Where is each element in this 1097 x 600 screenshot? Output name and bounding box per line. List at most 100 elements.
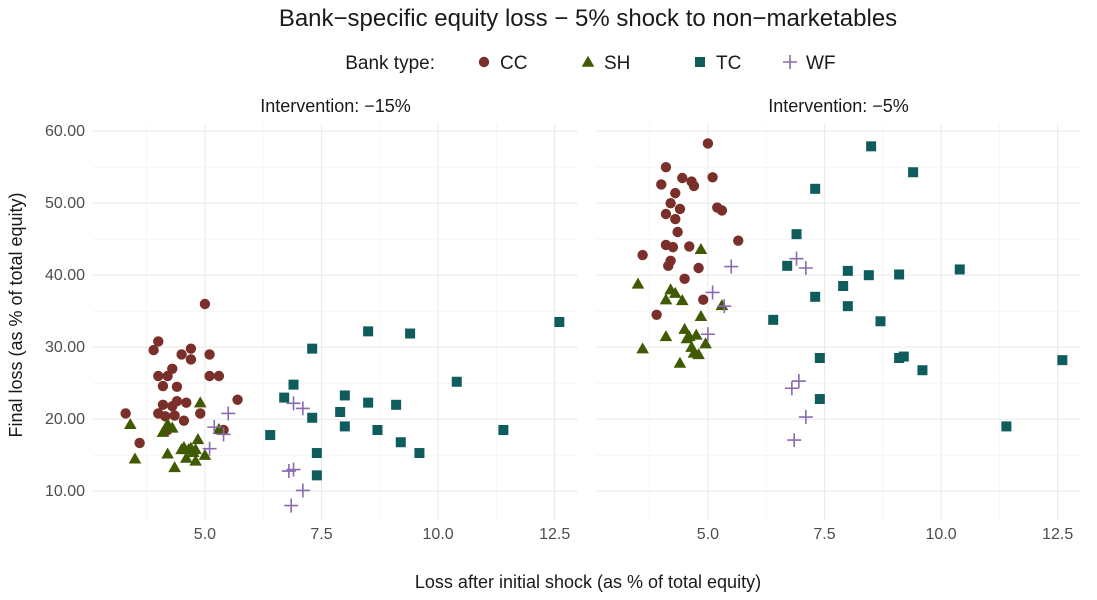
data-point-tc <box>782 260 793 271</box>
series-cc <box>120 298 243 449</box>
data-point-cc <box>660 208 672 220</box>
data-point-tc <box>451 376 462 387</box>
data-point-cc <box>134 437 145 449</box>
data-point-cc <box>181 397 192 408</box>
data-point-wf <box>286 462 301 477</box>
data-point-wf <box>798 261 813 275</box>
panels: 5.0 7.5 10.0 12.5 10.00 20.00 30.00 40.00 50.00 6… <box>45 96 1081 543</box>
x-axis-title: Loss after initial shock (as % of total … <box>415 572 761 592</box>
series-tc <box>768 141 1068 432</box>
data-point-tc <box>842 265 853 276</box>
data-point-cc <box>213 370 225 382</box>
data-point-tc <box>863 270 874 281</box>
y-tick-label: 10.00 <box>45 483 85 500</box>
data-point-sh <box>212 422 226 435</box>
data-point-cc <box>637 249 648 261</box>
data-point-cc <box>693 262 704 274</box>
data-point-cc <box>665 255 676 266</box>
data-point-tc <box>372 425 383 435</box>
data-point-tc <box>894 269 905 280</box>
legend-label-sh: SH <box>604 53 630 74</box>
data-point-cc <box>176 349 187 360</box>
data-point-tc <box>814 353 825 363</box>
data-point-cc <box>160 411 171 422</box>
legend-key-sh <box>581 55 595 67</box>
data-point-wf <box>717 299 732 314</box>
data-point-tc <box>363 326 374 337</box>
data-point-cc <box>204 370 215 382</box>
data-point-sh <box>699 337 712 349</box>
data-point-wf <box>784 381 799 396</box>
legend-entry-tc: TC <box>695 53 741 74</box>
x-tick-label: 5.0 <box>194 526 216 543</box>
data-point-tc <box>311 448 322 459</box>
series-sh <box>124 396 226 473</box>
data-point-cc <box>716 205 728 216</box>
data-point-wf <box>286 396 301 411</box>
x-tick-label: 7.5 <box>310 526 332 543</box>
data-point-wf <box>700 327 715 342</box>
data-point-cc <box>185 354 197 365</box>
data-point-cc <box>672 226 683 238</box>
data-point-cc <box>204 349 215 360</box>
panel-label: Intervention: −15% <box>260 96 411 116</box>
data-point-tc <box>395 437 406 448</box>
data-point-tc <box>554 317 565 327</box>
data-point-cc <box>120 408 131 419</box>
data-point-tc <box>391 399 402 410</box>
data-point-cc <box>688 180 700 192</box>
data-point-sh <box>161 447 174 459</box>
data-point-sh <box>124 417 137 429</box>
panel-2: 5.0 7.5 10.0 12.5 Intervention: −5% <box>596 96 1081 543</box>
data-point-wf <box>202 441 217 456</box>
data-point-cc <box>195 408 206 419</box>
data-point-tc <box>307 343 318 354</box>
data-point-tc <box>791 229 802 240</box>
data-point-sh <box>189 454 202 466</box>
data-point-cc <box>670 213 681 225</box>
data-point-sh <box>186 446 200 458</box>
data-point-tc <box>875 316 886 327</box>
data-point-wf <box>791 374 806 389</box>
legend: Bank type: CC SH TC WF <box>345 53 835 74</box>
data-point-cc <box>707 172 718 183</box>
data-point-cc <box>169 410 180 421</box>
data-point-cc <box>667 241 679 253</box>
data-point-tc <box>339 421 350 432</box>
x-tick-label: 12.5 <box>539 526 570 543</box>
legend-entry-cc: CC <box>478 53 527 74</box>
data-point-sh <box>659 293 673 305</box>
data-point-tc <box>405 328 416 339</box>
data-point-cc <box>670 187 681 199</box>
data-point-sh <box>177 440 191 453</box>
series-tc <box>265 317 565 481</box>
data-point-tc <box>265 430 276 441</box>
data-point-cc <box>651 309 662 320</box>
data-point-tc <box>917 365 928 376</box>
data-point-sh <box>128 452 142 464</box>
legend-label-wf: WF <box>806 53 836 74</box>
x-tick-label: 10.0 <box>423 526 454 543</box>
data-point-tc <box>279 392 290 403</box>
chart-title: Bank−specific equity loss − 5% shock to … <box>279 5 897 32</box>
data-point-sh <box>179 451 193 463</box>
data-point-cc <box>733 235 744 246</box>
data-point-sh <box>694 242 708 255</box>
data-point-tc <box>842 301 853 312</box>
data-point-sh <box>694 309 708 321</box>
data-point-sh <box>631 277 645 289</box>
legend-label-cc: CC <box>500 53 527 74</box>
data-point-sh <box>168 461 181 473</box>
data-point-tc <box>954 264 965 275</box>
legend-key-wf <box>783 55 797 69</box>
x-tick-label: 7.5 <box>813 526 835 543</box>
panel-1: 5.0 7.5 10.0 12.5 10.00 20.00 30.00 40.00 50.00 6… <box>45 96 578 543</box>
data-point-cc <box>153 336 164 347</box>
series-wf <box>700 251 813 448</box>
x-tick-label: 10.0 <box>926 526 957 543</box>
data-point-cc <box>702 138 714 149</box>
series-wf <box>202 396 310 513</box>
data-point-cc <box>674 203 686 215</box>
y-tick-label: 20.00 <box>45 411 85 428</box>
